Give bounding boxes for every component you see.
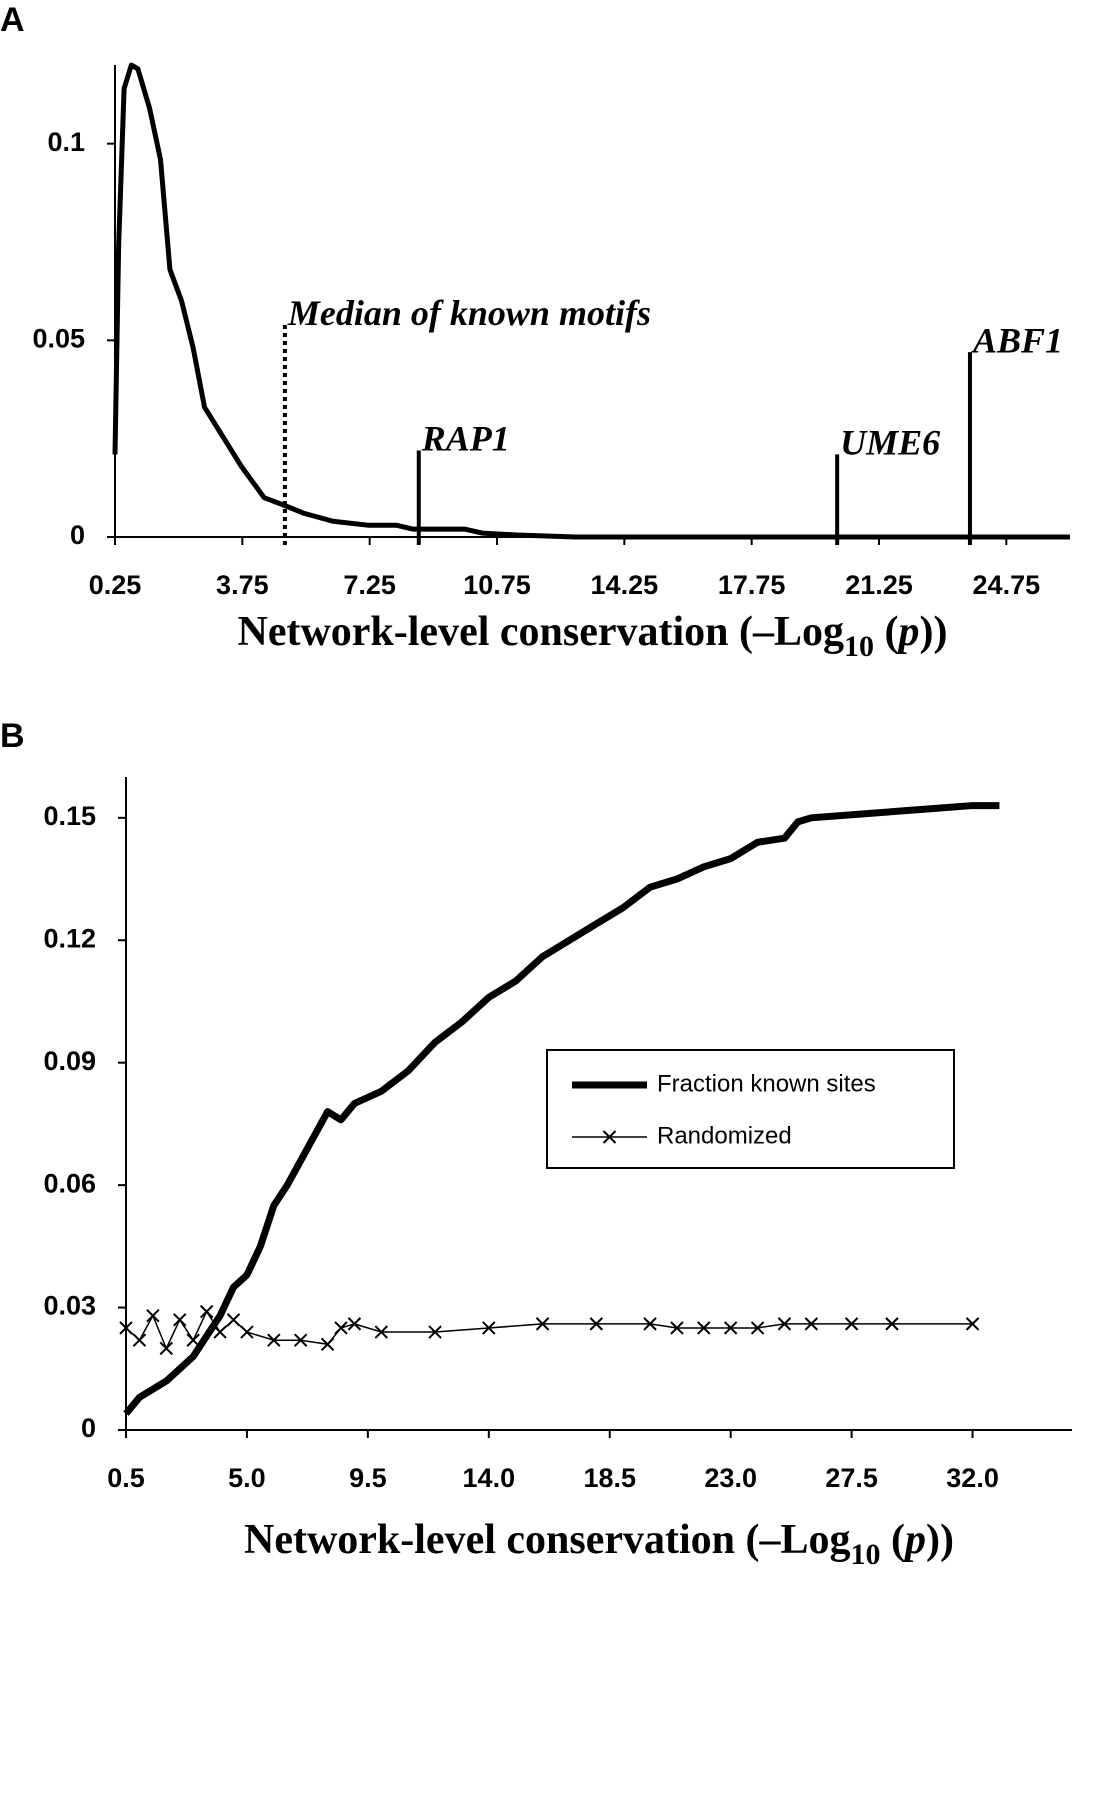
y-tick-label: 0.15 [43,801,96,831]
marker [186,1333,200,1347]
x-tick-label: 21.25 [845,570,913,600]
x-tick-label: 0.5 [107,1463,145,1493]
marker [723,1321,738,1335]
y-tick-label: 0.06 [43,1168,96,1198]
y-tick-label: 0 [70,520,85,550]
x-tick-label: 24.75 [973,570,1041,600]
marker [844,1317,859,1331]
marker [146,1309,160,1323]
x-axis-label-part: p [902,1517,926,1563]
x-tick-label: 10.75 [463,570,531,600]
marker [347,1317,362,1331]
x-tick-label: 32.0 [946,1463,999,1493]
marker [804,1317,819,1331]
x-axis-label: Network-level conservation (–Log10 (p)) [244,1517,954,1571]
x-tick-label: 3.75 [216,570,269,600]
y-tick-label: 0.1 [47,127,85,157]
x-axis-label-part: 10 [851,1538,881,1571]
x-tick-label: 0.25 [89,570,142,600]
annotation-label: UME6 [840,423,940,463]
x-axis-label-part: ( [874,609,899,655]
marker [119,1321,133,1335]
x-axis-label-part: Network-level conservation (–Log [244,1517,851,1563]
marker [965,1317,980,1331]
legend-marker [602,1130,617,1144]
annotation-label: Median of known motifs [287,293,651,333]
x-axis-label-part: p [896,609,920,655]
x-tick-label: 14.25 [591,570,659,600]
x-tick-label: 27.5 [825,1463,878,1493]
marker [697,1321,711,1335]
marker [750,1321,765,1335]
marker [428,1325,442,1339]
marker [199,1304,214,1319]
marker [159,1341,174,1356]
data-line [125,1310,973,1350]
marker [670,1321,684,1335]
x-axis-label-part: Network-level conservation (–Log [237,609,844,655]
marker [240,1325,254,1339]
marker [132,1333,147,1347]
data-line [112,62,1070,540]
marker [482,1321,496,1335]
marker [226,1313,241,1327]
x-axis-label-part: 10 [844,630,874,663]
x-axis-label-part: )) [926,1517,954,1563]
marker [885,1317,899,1331]
marker [334,1321,348,1335]
data-line [123,802,1000,1416]
y-tick-label: 0.03 [43,1291,96,1321]
marker [320,1337,335,1351]
x-axis-label-part: ( [881,1517,906,1563]
marker [643,1317,657,1331]
marker [173,1313,187,1327]
y-tick-label: 0.09 [43,1046,96,1076]
x-tick-label: 7.25 [343,570,396,600]
x-tick-label: 17.75 [718,570,786,600]
x-tick-label: 18.5 [583,1463,636,1493]
legend-label: Randomized [657,1122,792,1149]
marker [589,1317,604,1331]
legend-label: Fraction known sites [657,1070,876,1097]
marker [374,1325,389,1339]
marker [267,1333,281,1347]
x-tick-label: 9.5 [349,1463,387,1493]
panel-label: A [0,1,25,39]
x-tick-label: 14.0 [463,1463,516,1493]
y-tick-label: 0 [81,1413,96,1443]
annotation-label: RAP1 [421,419,510,459]
x-tick-label: 23.0 [704,1463,757,1493]
legend-box [546,1049,955,1169]
y-tick-label: 0.05 [32,323,85,353]
x-tick-label: 5.0 [228,1463,266,1493]
marker [213,1325,227,1339]
y-tick-label: 0.12 [43,923,96,953]
marker [535,1317,550,1331]
panel-label: B [0,717,25,755]
x-axis-label-part: )) [920,609,948,655]
marker [777,1317,792,1331]
annotation-label: ABF1 [971,320,1063,360]
marker [293,1333,308,1347]
x-axis-label: Network-level conservation (–Log10 (p)) [237,609,947,663]
